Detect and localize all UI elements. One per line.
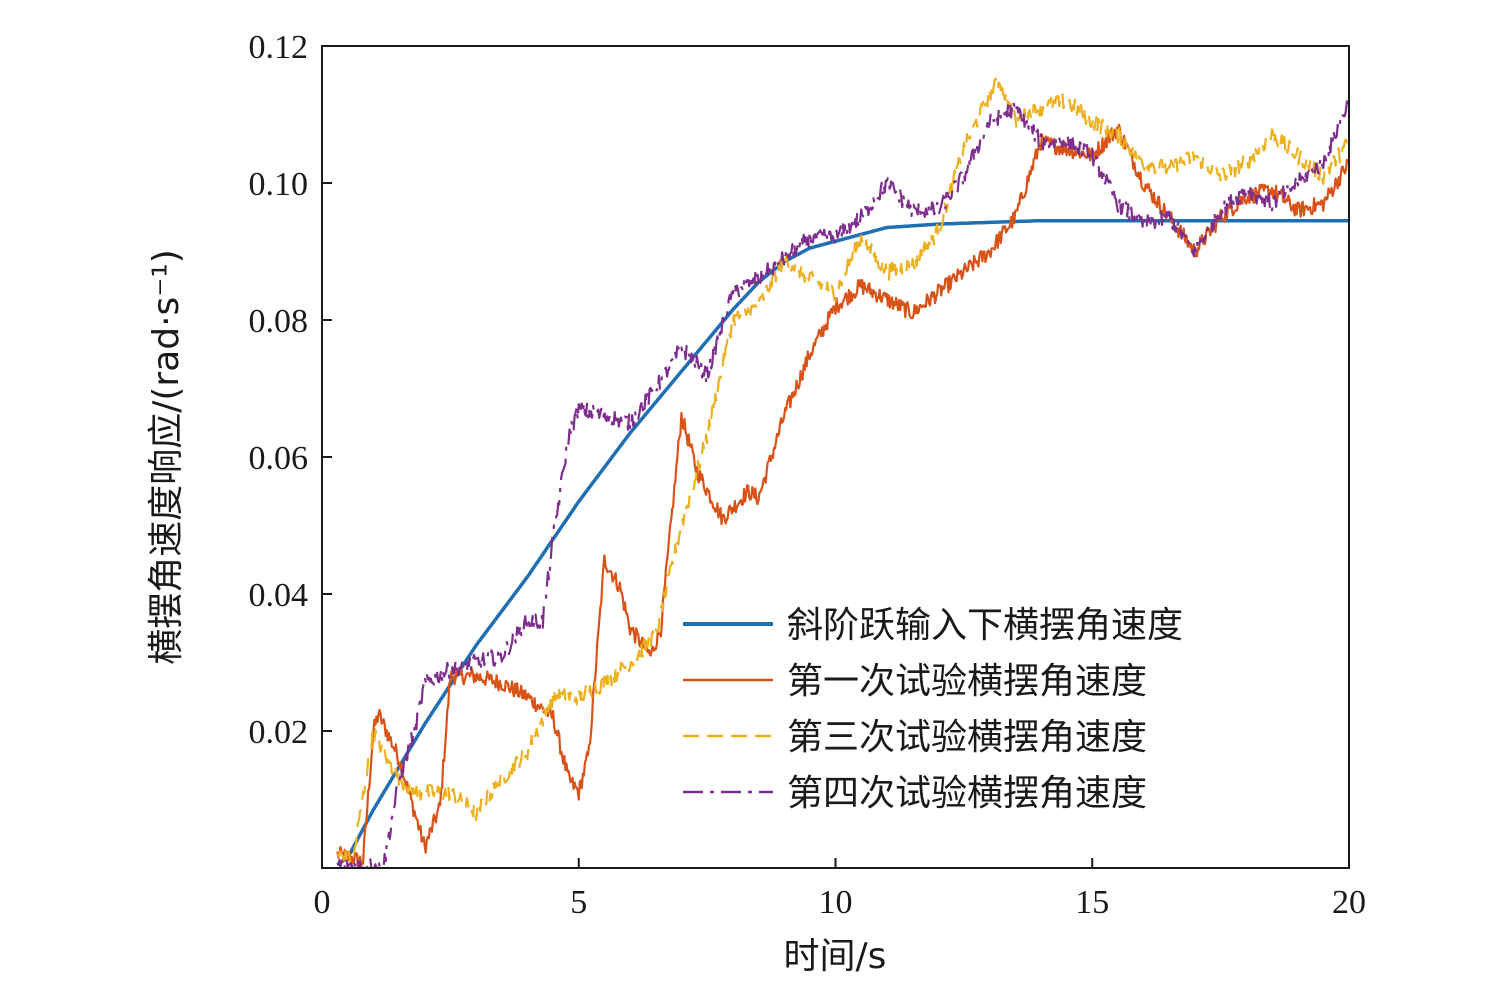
legend-label-2: 第一次试验横摆角速度 [787,661,1147,702]
x-tick-label: 0 [314,884,331,921]
x-tick-label: 10 [819,884,853,921]
legend: 斜阶跃输入下横摆角速度第一次试验横摆角速度第三次试验横摆角速度第四次试验横摆角速… [683,605,1183,814]
series-line-2 [336,123,1350,868]
y-tick-label: 0.02 [249,714,309,751]
x-tick-label: 15 [1075,884,1109,921]
series-line-1 [336,218,1350,867]
x-tick-label: 5 [570,884,587,921]
y-tick-label: 0.06 [249,440,309,477]
y-tick-label: 0.12 [249,29,309,66]
x-axis-label: 时间/s [784,936,887,977]
legend-label-1: 斜阶跃输入下横摆角速度 [787,605,1183,646]
series-layer [336,77,1351,870]
ticks-layer: 0 5 10 15 20 0.02 0.04 0.06 0.08 0.10 0.12 [249,29,1367,921]
legend-label-3: 第三次试验横摆角速度 [787,717,1147,758]
y-axis-label: 横摆角速度响应/(rad·s⁻¹) [146,249,187,665]
x-tick-label: 20 [1332,884,1366,921]
y-tick-label: 0.10 [249,166,309,203]
series-line-3 [336,77,1351,867]
y-tick-label: 0.04 [249,577,309,614]
y-tick-label: 0.08 [249,303,309,340]
legend-label-4: 第四次试验横摆角速度 [787,773,1147,814]
series-line-4 [336,100,1351,870]
